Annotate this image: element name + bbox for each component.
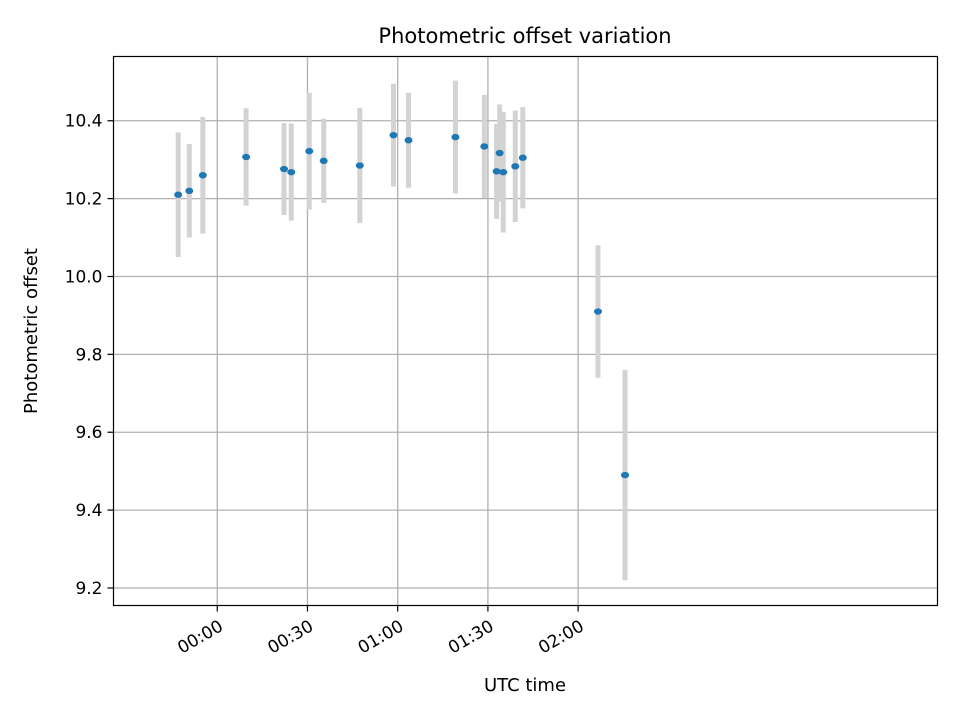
data-point (511, 163, 520, 170)
y-tick-label: 10.0 (65, 267, 103, 287)
data-point (355, 162, 364, 169)
data-point (404, 137, 413, 144)
data-points (174, 131, 630, 479)
chart-title: Photometric offset variation (378, 24, 671, 48)
data-point (518, 154, 527, 161)
data-point (319, 157, 328, 165)
data-point (305, 147, 314, 155)
grid-lines (113, 56, 938, 606)
data-point (280, 165, 289, 173)
data-point (185, 187, 194, 195)
y-axis-label: Photometric offset (21, 248, 42, 414)
data-point (495, 149, 504, 157)
y-tick-label: 9.8 (75, 345, 102, 365)
data-point (451, 133, 460, 141)
data-point (621, 471, 630, 479)
y-tick-label: 9.4 (75, 501, 102, 521)
data-point (492, 168, 501, 175)
data-point (287, 168, 296, 176)
plot-area-frame (112, 55, 939, 607)
y-tick-label: 9.2 (75, 579, 102, 599)
data-point (174, 191, 183, 198)
y-tick-label: 10.2 (65, 190, 103, 210)
y-tick-label: 10.4 (65, 112, 103, 132)
y-tick-label: 9.6 (75, 423, 102, 443)
data-point (593, 308, 602, 315)
data-point (198, 172, 207, 179)
data-point (480, 143, 489, 150)
data-point (389, 131, 398, 139)
data-point (242, 153, 251, 161)
data-point (499, 168, 508, 176)
x-axis-label: UTC time (484, 675, 566, 696)
